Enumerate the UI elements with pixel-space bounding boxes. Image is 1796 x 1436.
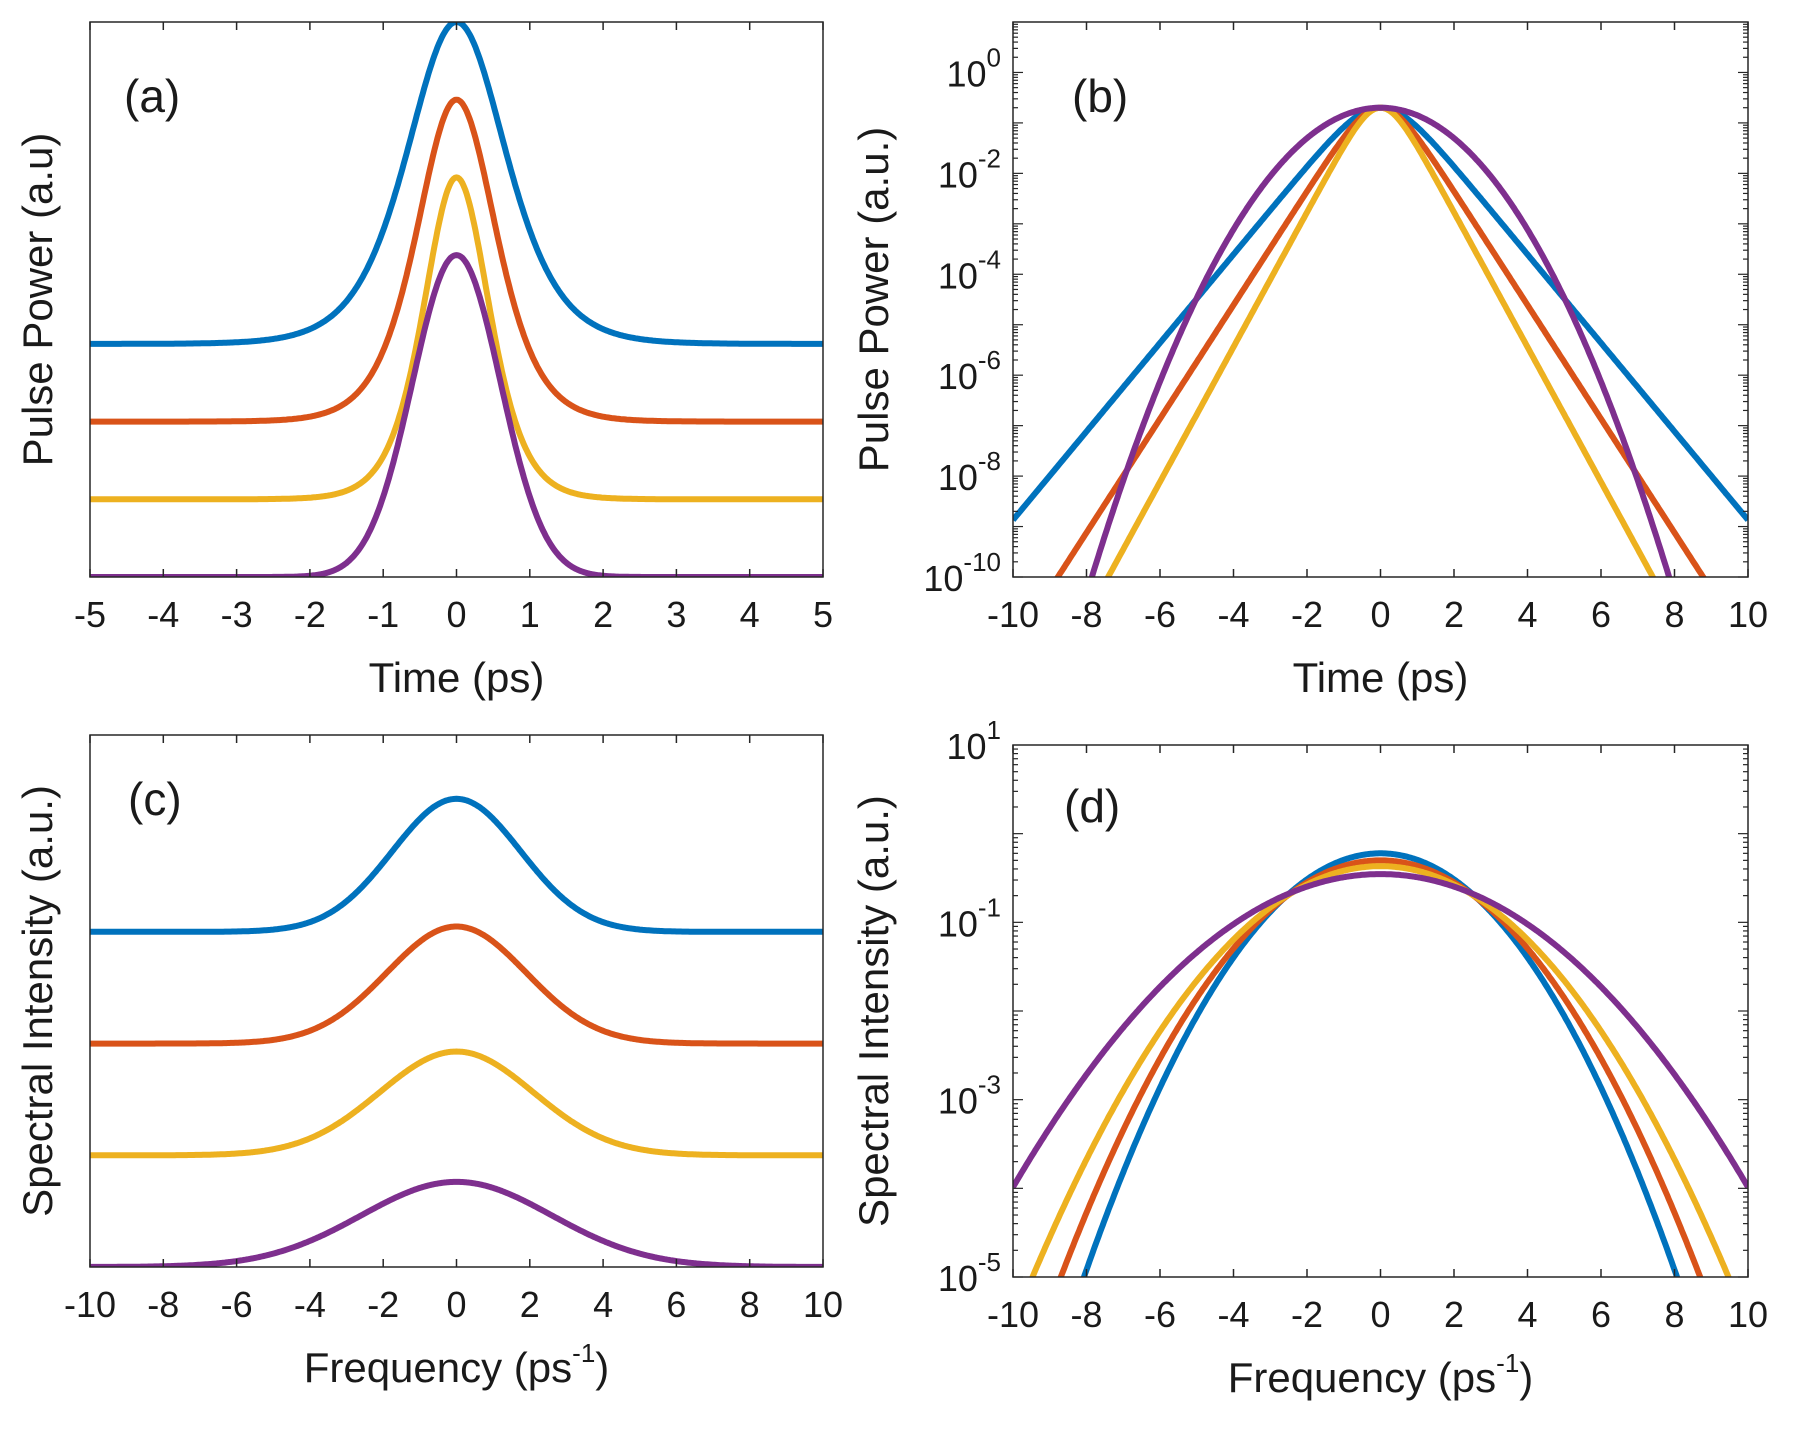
x-tick-label: -8 bbox=[1070, 1294, 1102, 1335]
y-axis-title: Pulse Power (a.u) bbox=[14, 133, 61, 467]
y-tick-label: 10-3 bbox=[938, 1070, 1001, 1122]
series-1-line bbox=[1080, 850, 1681, 1277]
x-tick-label: 2 bbox=[1444, 1294, 1464, 1335]
series-4-line bbox=[90, 252, 823, 577]
y-tick-label: 10-8 bbox=[938, 446, 1001, 498]
y-axis-title: Pulse Power (a.u.) bbox=[850, 127, 897, 472]
y-tick-label: 10-10 bbox=[923, 547, 1001, 599]
x-tick-label: 2 bbox=[593, 594, 613, 635]
x-tick-label: 0 bbox=[446, 1284, 466, 1325]
x-tick-label: -4 bbox=[1217, 594, 1249, 635]
y-axis-title: Spectral Intensity (a.u.) bbox=[850, 795, 897, 1227]
series-1-line bbox=[90, 795, 823, 935]
series-2-line bbox=[90, 923, 823, 1047]
series-3-line bbox=[90, 1048, 823, 1159]
x-tick-label: 0 bbox=[1370, 1294, 1390, 1335]
series-3-line bbox=[90, 174, 823, 503]
panel-label: (d) bbox=[1064, 780, 1120, 832]
axes-box bbox=[1012, 744, 1749, 1278]
x-tick-label: 8 bbox=[1664, 1294, 1684, 1335]
x-tick-label: 4 bbox=[593, 1284, 613, 1325]
x-tick-label: 8 bbox=[1664, 594, 1684, 635]
x-tick-label: -2 bbox=[294, 594, 326, 635]
y-tick-label: 100 bbox=[946, 42, 1001, 94]
x-tick-label: -8 bbox=[147, 1284, 179, 1325]
x-tick-label: -10 bbox=[987, 594, 1039, 635]
panel-a: -5 -4 -3 -2 -1 0 1 2 3 4 5 Time (ps) Pulse Power (a.… bbox=[14, 21, 833, 701]
x-tick-label: 10 bbox=[1728, 594, 1768, 635]
x-tick-label: 1 bbox=[520, 594, 540, 635]
x-tick-label: 10 bbox=[1728, 1294, 1768, 1335]
series-3-line bbox=[1029, 863, 1732, 1277]
series-2-line bbox=[1057, 857, 1704, 1277]
panel-c: -10 -8 -6 -4 -2 0 2 4 6 8 10 Frequency (ps-1) Spectr… bbox=[14, 734, 843, 1391]
x-tick-label: -5 bbox=[74, 594, 106, 635]
x-tick-label: 2 bbox=[1444, 594, 1464, 635]
axes-box bbox=[89, 21, 824, 578]
panel-label: (a) bbox=[124, 70, 180, 122]
x-tick-label: -6 bbox=[221, 1284, 253, 1325]
x-tick-label: 4 bbox=[1517, 1294, 1537, 1335]
series-1-line bbox=[1013, 104, 1748, 522]
x-tick-label: 6 bbox=[666, 1284, 686, 1325]
x-tick-label: -4 bbox=[294, 1284, 326, 1325]
y-tick-label: 10-2 bbox=[938, 143, 1001, 195]
panel-label: (c) bbox=[128, 773, 182, 825]
x-tick-label: -8 bbox=[1070, 594, 1102, 635]
panel-d: -10 -8 -6 -4 -2 0 2 4 6 8 10 10-5 10-3 10-1 101 Frequen… bbox=[850, 715, 1768, 1401]
x-tick-label: 6 bbox=[1591, 594, 1611, 635]
y-tick-label: 101 bbox=[946, 715, 1001, 767]
y-tick-label: 10-6 bbox=[938, 345, 1001, 397]
x-tick-label: 0 bbox=[446, 594, 466, 635]
y-tick-label: 10-1 bbox=[938, 892, 1001, 944]
x-tick-label: -4 bbox=[1217, 1294, 1249, 1335]
series-4-line bbox=[1088, 104, 1673, 577]
series-4-line bbox=[1013, 871, 1748, 1189]
x-axis-title: Frequency (ps-1) bbox=[304, 1338, 610, 1391]
x-tick-label: 2 bbox=[520, 1284, 540, 1325]
series-1-line bbox=[90, 22, 823, 347]
x-axis-title: Time (ps) bbox=[1293, 654, 1469, 701]
series-2-line bbox=[90, 96, 823, 425]
x-tick-label: 10 bbox=[803, 1284, 843, 1325]
y-tick-label: 10-5 bbox=[938, 1247, 1001, 1299]
x-tick-label: -4 bbox=[147, 594, 179, 635]
x-tick-label: 4 bbox=[1517, 594, 1537, 635]
x-tick-label: 5 bbox=[813, 594, 833, 635]
x-tick-label: 3 bbox=[666, 594, 686, 635]
series-2-line bbox=[1054, 104, 1707, 577]
x-tick-label: 6 bbox=[1591, 1294, 1611, 1335]
x-tick-label: 8 bbox=[740, 1284, 760, 1325]
axes-box bbox=[89, 734, 824, 1268]
panel-label: (b) bbox=[1072, 70, 1128, 122]
x-axis-title: Time (ps) bbox=[369, 654, 545, 701]
x-tick-label: -10 bbox=[64, 1284, 116, 1325]
x-tick-label: 4 bbox=[740, 594, 760, 635]
x-tick-label: 0 bbox=[1370, 594, 1390, 635]
x-tick-label: -2 bbox=[1291, 594, 1323, 635]
x-tick-label: -2 bbox=[367, 1284, 399, 1325]
x-tick-label: -6 bbox=[1144, 594, 1176, 635]
x-tick-label: -2 bbox=[1291, 1294, 1323, 1335]
x-tick-label: -6 bbox=[1144, 1294, 1176, 1335]
x-tick-label: -1 bbox=[367, 594, 399, 635]
x-tick-label: -3 bbox=[221, 594, 253, 635]
y-tick-label: 10-4 bbox=[938, 244, 1001, 296]
y-axis-title: Spectral Intensity (a.u.) bbox=[14, 785, 61, 1217]
x-tick-label: -10 bbox=[987, 1294, 1039, 1335]
panel-b: -10 -8 -6 -4 -2 0 2 4 6 8 10 10-10 10-8 10-6 10-4 10-2 1… bbox=[850, 21, 1768, 701]
series-4-line bbox=[90, 1178, 823, 1267]
x-axis-title: Frequency (ps-1) bbox=[1228, 1348, 1534, 1401]
